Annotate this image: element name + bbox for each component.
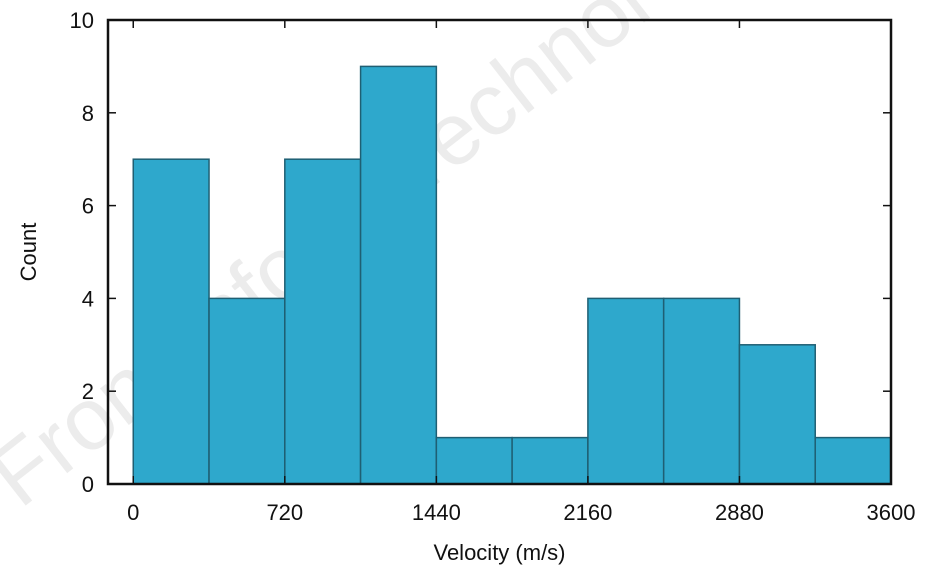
ticks-layer: 0 720 1440 2160 2880 3600 0 2 4 6 8 10 (70, 8, 916, 525)
x-tick-label: 1440 (412, 500, 461, 525)
histogram-bar (814, 436, 892, 485)
y-tick-label: 0 (82, 472, 94, 497)
x-tick-label: 2880 (715, 500, 764, 525)
y-tick-label: 4 (82, 286, 94, 311)
histogram-bar (208, 297, 286, 485)
x-axis-label: Velocity (m/s) (433, 540, 565, 565)
x-tick-label: 0 (127, 500, 139, 525)
histogram-bar (132, 158, 210, 485)
x-tick-label: 720 (266, 500, 303, 525)
histogram-bar (435, 436, 513, 485)
histogram-bar (738, 344, 816, 485)
y-axis-label: Count (16, 223, 41, 282)
y-tick-label: 8 (82, 101, 94, 126)
y-tick-label: 6 (82, 194, 94, 219)
x-tick-label: 2160 (563, 500, 612, 525)
y-tick-label: 2 (82, 379, 94, 404)
histogram-bar (284, 158, 362, 485)
bars-layer (132, 65, 892, 485)
y-tick-label: 10 (70, 8, 94, 33)
x-tick-label: 3600 (867, 500, 916, 525)
histogram-bar (587, 297, 665, 485)
histogram-bar (511, 436, 589, 485)
histogram-bar (359, 65, 438, 485)
histogram-bar (662, 297, 741, 485)
plot-frame (106, 18, 893, 486)
